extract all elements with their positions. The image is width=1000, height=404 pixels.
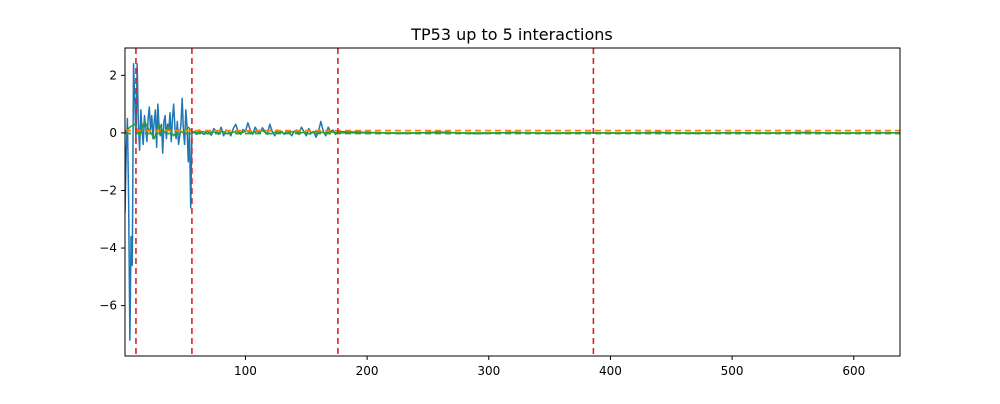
x-tick-label: 300: [477, 364, 500, 378]
x-tick-label: 600: [842, 364, 865, 378]
plot-frame: [124, 47, 901, 357]
x-tick-label: 500: [721, 364, 744, 378]
y-tick-label: −2: [99, 183, 117, 197]
x-tick-label: 100: [234, 364, 257, 378]
y-tick-label: −4: [99, 241, 117, 255]
axes: 100 200 300 400 500 600 2 0 −2 −4 −6: [99, 47, 901, 378]
y-tick-label: −6: [99, 299, 117, 313]
chart-title: TP53 up to 5 interactions: [410, 25, 613, 44]
x-tick-label: 400: [599, 364, 622, 378]
series-line-1: [125, 63, 900, 341]
y-tick-label: 0: [109, 126, 117, 140]
plot-area: [125, 48, 900, 356]
series-line-2: [125, 120, 900, 140]
y-tick-label: 2: [109, 68, 117, 82]
x-tick-label: 200: [356, 364, 379, 378]
